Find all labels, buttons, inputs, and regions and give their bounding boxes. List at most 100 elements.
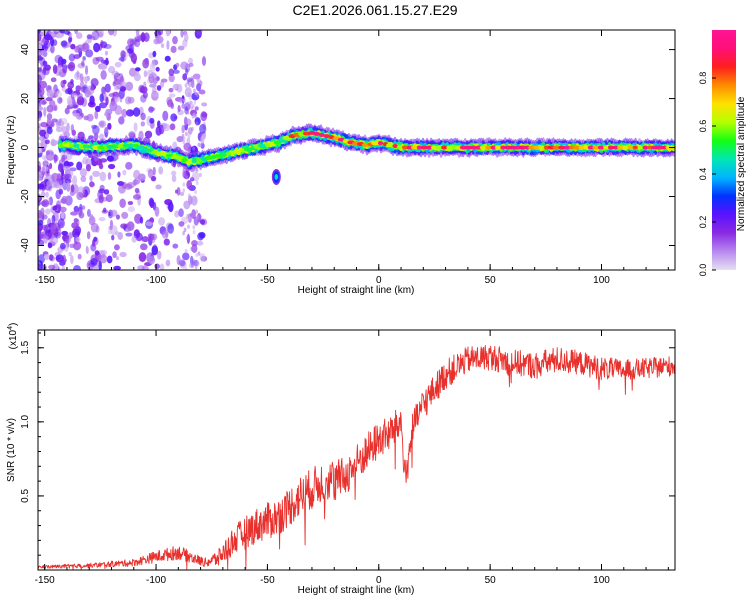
- heatmap-cell: [607, 145, 614, 150]
- heatmap-cell: [120, 50, 126, 59]
- heatmap-cell: [79, 168, 88, 177]
- heatmap-cell: [176, 187, 181, 196]
- heatmap-cell: [138, 173, 146, 182]
- heatmap-cell: [186, 110, 190, 115]
- heatmap-cell: [122, 143, 129, 148]
- heatmap-cell: [38, 92, 42, 100]
- heatmap-cell: [192, 113, 196, 118]
- heatmap-cell: [93, 236, 98, 242]
- spectrogram-x-label: Height of straight line (km): [298, 285, 415, 296]
- heatmap-cell: [38, 254, 46, 264]
- heatmap-cell: [91, 124, 97, 129]
- heatmap-cell: [98, 260, 102, 270]
- heatmap-cell: [119, 198, 126, 209]
- heatmap-cell: [155, 184, 162, 190]
- heatmap-cell: [144, 130, 153, 139]
- heatmap-cell: [105, 194, 113, 203]
- heatmap-cell: [196, 240, 204, 246]
- heatmap-cell: [172, 36, 178, 45]
- heatmap-cell: [73, 205, 79, 213]
- heatmap-cell: [84, 87, 91, 98]
- heatmap-cell: [60, 210, 65, 219]
- heatmap-cell: [180, 30, 184, 38]
- heatmap-cell: [40, 49, 47, 57]
- heatmap-cell: [172, 243, 179, 249]
- heatmap-cell: [183, 142, 192, 151]
- heatmap-cell: [59, 261, 66, 266]
- heatmap-cell: [111, 234, 115, 241]
- heatmap-cell: [38, 219, 44, 226]
- heatmap-cell: [166, 40, 170, 50]
- heatmap-cell: [171, 174, 177, 183]
- y-tick-label: 0.5: [20, 489, 31, 503]
- heatmap-cell: [410, 145, 419, 150]
- heatmap-cell: [185, 131, 188, 137]
- heatmap-cell: [126, 109, 135, 117]
- heatmap-cell: [197, 251, 201, 256]
- heatmap-cell: [187, 193, 191, 198]
- heatmap-cell: [53, 140, 59, 145]
- snr-y-multiplier-base: (x10: [8, 329, 19, 349]
- heatmap-cell: [150, 233, 156, 244]
- heatmap-cell: [194, 92, 198, 96]
- heatmap-cell: [103, 44, 112, 49]
- heatmap-cell: [38, 210, 43, 219]
- heatmap-cell: [199, 123, 207, 134]
- heatmap-cell: [61, 154, 66, 163]
- x-tick-label: 0: [376, 575, 382, 586]
- heatmap-cell: [184, 83, 188, 88]
- heatmap-cell: [104, 50, 109, 56]
- heatmap-cell: [99, 171, 107, 182]
- heatmap-cell: [179, 191, 185, 197]
- heatmap-cell: [40, 200, 48, 206]
- colorbar-axis: 0.0 0.2 0.4 0.6 0.8: [698, 72, 716, 276]
- heatmap-cell: [109, 101, 118, 112]
- heatmap-cell: [518, 145, 528, 150]
- heatmap-cell: [189, 263, 192, 268]
- heatmap-cell: [170, 170, 177, 176]
- heatmap-cell: [46, 180, 52, 187]
- heatmap-cell: [42, 214, 48, 220]
- heatmap-cell: [167, 99, 174, 108]
- heatmap-cell: [85, 245, 89, 255]
- x-tick-label: -50: [260, 275, 275, 286]
- heatmap-cell: [72, 175, 78, 186]
- heatmap-cell: [441, 145, 448, 150]
- heatmap-cell: [392, 143, 399, 148]
- heatmap-cell: [126, 221, 135, 231]
- heatmap-cell: [114, 155, 119, 160]
- heatmap-cell: [122, 169, 127, 176]
- heatmap-cell: [71, 93, 78, 98]
- heatmap-cell: [54, 180, 58, 188]
- spectrogram-y-axis: -40 -20 0 20 40: [20, 44, 675, 253]
- heatmap-cell: [187, 224, 190, 229]
- heatmap-cell: [114, 244, 120, 251]
- heatmap-cell: [158, 166, 164, 175]
- heatmap-cell: [167, 223, 175, 234]
- heatmap-cell: [70, 78, 74, 85]
- heatmap-cell: [136, 145, 145, 150]
- heatmap-cell: [86, 34, 93, 40]
- heatmap-cell: [70, 211, 79, 216]
- heatmap-cell: [185, 160, 194, 165]
- heatmap-cell: [52, 223, 57, 234]
- heatmap-cell: [572, 145, 582, 150]
- heatmap-cell: [76, 191, 84, 201]
- heatmap-cell: [578, 145, 585, 150]
- heatmap-cell: [199, 253, 206, 263]
- heatmap-cell: [191, 240, 198, 247]
- heatmap-cell: [51, 118, 58, 123]
- heatmap-cell: [38, 171, 43, 181]
- heatmap-cell: [86, 231, 91, 240]
- heatmap-cell: [125, 96, 132, 105]
- snr-x-axis: -150 -100 -50 0 50 100: [35, 330, 669, 586]
- heatmap-cell: [164, 55, 171, 62]
- heatmap-cell: [121, 108, 127, 118]
- heatmap-cell: [189, 95, 193, 101]
- colorbar-gradient: [712, 30, 736, 270]
- heatmap-cell: [230, 150, 237, 155]
- heatmap-cell: [100, 59, 107, 64]
- heatmap-cell: [41, 67, 50, 76]
- heatmap-cell: [63, 165, 70, 172]
- x-tick-label: 100: [593, 275, 610, 286]
